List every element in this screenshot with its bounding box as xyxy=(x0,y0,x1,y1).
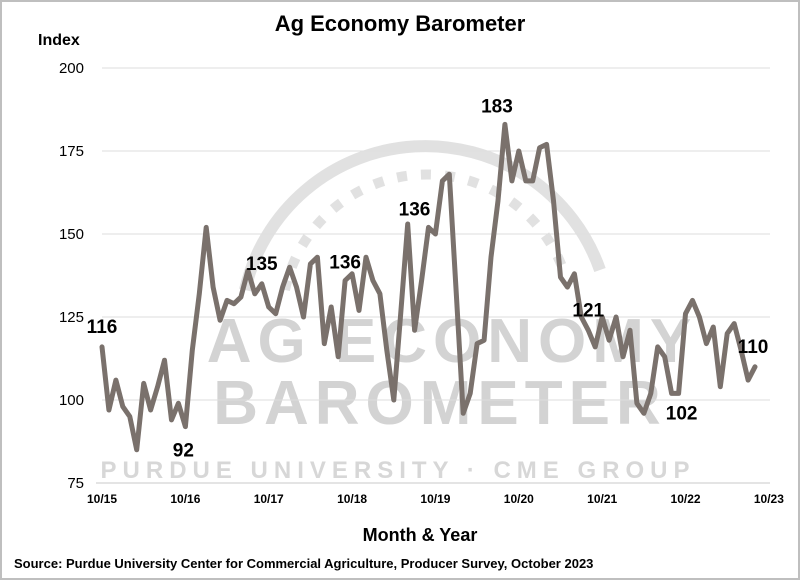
y-tick-label: 100 xyxy=(59,392,84,409)
x-tick-label: 10/17 xyxy=(254,492,284,506)
x-tick-label: 10/20 xyxy=(504,492,534,506)
y-tick-label: 125 xyxy=(59,309,84,326)
watermark-gauge-ticks xyxy=(280,169,570,292)
y-tick-label: 75 xyxy=(67,475,84,492)
watermark-line2: BAROMETER xyxy=(213,369,667,438)
x-tick-label: 10/16 xyxy=(170,492,200,506)
y-tick-label: 150 xyxy=(59,226,84,243)
chart-title: Ag Economy Barometer xyxy=(275,11,526,36)
x-tick-label: 10/19 xyxy=(420,492,450,506)
y-tick-labels: 75 100 125 150 175 200 xyxy=(59,60,84,492)
data-label: 92 xyxy=(173,441,194,462)
data-label: 135 xyxy=(246,254,278,275)
y-tick-label: 175 xyxy=(59,143,84,160)
watermark-line3: PURDUE UNIVERSITY · CME GROUP xyxy=(101,457,696,484)
data-label: 110 xyxy=(738,337,769,358)
x-tick-label: 10/22 xyxy=(671,492,701,506)
data-label: 102 xyxy=(666,403,698,424)
data-label: 121 xyxy=(572,300,604,321)
x-tick-label: 10/21 xyxy=(587,492,617,506)
watermark: AG ECONOMY BAROMETER PURDUE UNIVERSITY ·… xyxy=(101,140,696,484)
x-tick-label: 10/18 xyxy=(337,492,367,506)
series-line xyxy=(99,121,758,453)
data-label: 183 xyxy=(481,96,513,117)
series-group xyxy=(99,121,758,453)
watermark-gauge-arc xyxy=(239,140,606,292)
source-note: Source: Purdue University Center for Com… xyxy=(14,556,593,571)
data-label: 116 xyxy=(87,317,118,338)
x-tick-label: 10/23 xyxy=(754,492,784,506)
data-label: 136 xyxy=(329,252,361,273)
y-axis-label: Index xyxy=(38,32,80,49)
x-tick-label: 10/15 xyxy=(87,492,117,506)
x-axis-label: Month & Year xyxy=(363,525,478,545)
y-tick-label: 200 xyxy=(59,60,84,77)
x-tick-labels: 10/15 10/16 10/17 10/18 10/19 10/20 10/21 10/22… xyxy=(87,492,784,506)
data-labels: 116 92 135 136 136 183 121 102 110 xyxy=(87,96,769,461)
data-label: 136 xyxy=(399,199,431,220)
